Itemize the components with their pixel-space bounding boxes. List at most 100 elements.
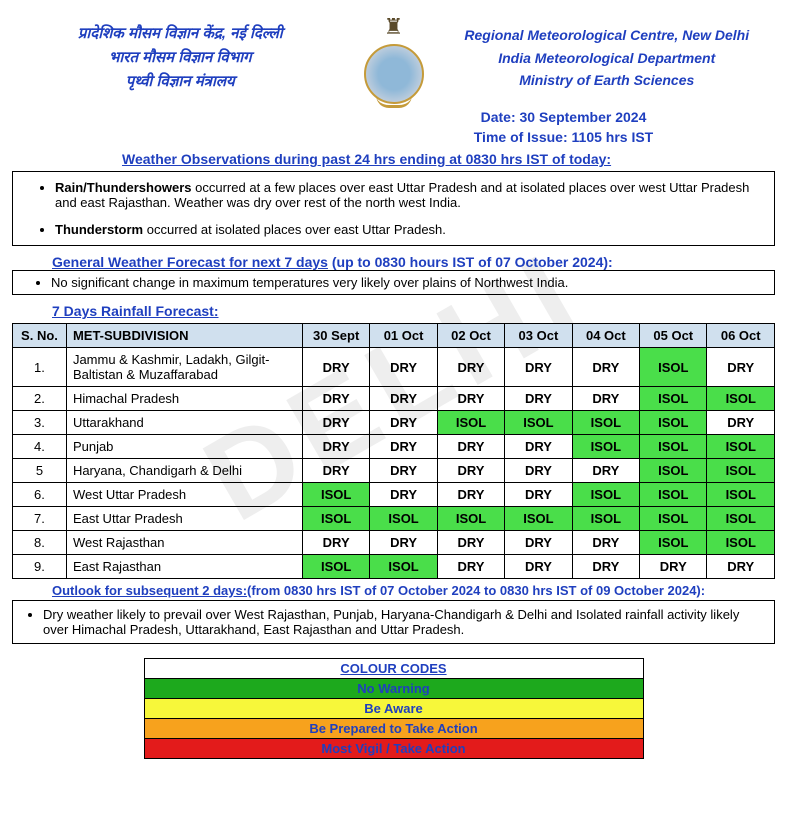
col-date: 06 Oct [707,324,775,348]
obs-item-2: Thunderstorm occurred at isolated places… [55,222,760,237]
cell-forecast: DRY [370,459,437,483]
time-line: Time of Issue: 1105 hrs IST [352,128,775,148]
cell-forecast: ISOL [640,483,707,507]
cell-forecast: DRY [505,387,572,411]
cell-forecast: ISOL [572,507,639,531]
cell-forecast: ISOL [640,435,707,459]
col-date: 05 Oct [640,324,707,348]
rainfall-forecast-title: 7 Days Rainfall Forecast: [52,303,775,319]
cell-forecast: DRY [302,531,369,555]
cell-forecast: ISOL [505,507,572,531]
cell-subdivision: Punjab [66,435,302,459]
cell-sno: 8. [13,531,67,555]
cell-subdivision: East Rajasthan [66,555,302,579]
cell-forecast: DRY [370,387,437,411]
cell-forecast: ISOL [707,459,775,483]
col-date: 02 Oct [437,324,504,348]
weather-obs-box: Rain/Thundershowers occurred at a few pl… [12,171,775,246]
emblem-block: ♜ [349,12,439,104]
hindi-line3: पृथ्वी विज्ञान मंत्रालय [12,70,349,94]
cell-sno: 3. [13,411,67,435]
cell-forecast: DRY [302,459,369,483]
cell-forecast: ISOL [707,435,775,459]
cell-subdivision: Himachal Pradesh [66,387,302,411]
colour-codes-title: COLOUR CODES [144,659,643,679]
cell-forecast: DRY [437,483,504,507]
cell-forecast: ISOL [640,507,707,531]
cell-forecast: DRY [302,411,369,435]
cell-forecast: DRY [370,531,437,555]
colour-code-row: Most Vigil / Take Action [144,739,643,759]
cell-forecast: ISOL [302,555,369,579]
date-block: Date: 30 September 2024 Time of Issue: 1… [352,108,775,147]
cell-forecast: ISOL [640,411,707,435]
col-subdivision: MET-SUBDIVISION [66,324,302,348]
cell-forecast: ISOL [640,531,707,555]
cell-forecast: DRY [505,459,572,483]
weather-obs-title: Weather Observations during past 24 hrs … [122,151,775,167]
col-date: 30 Sept [302,324,369,348]
cell-forecast: DRY [572,459,639,483]
table-row: 2.Himachal PradeshDRYDRYDRYDRYDRYISOLISO… [13,387,775,411]
obs-item-1-bold: Rain/Thundershowers [55,180,192,195]
cell-sno: 2. [13,387,67,411]
cell-forecast: ISOL [707,387,775,411]
outlook-text: Dry weather likely to prevail over West … [43,607,764,637]
cell-forecast: ISOL [640,348,707,387]
cell-forecast: ISOL [302,507,369,531]
colour-code-row: Be Aware [144,699,643,719]
table-row: 7.East Uttar PradeshISOLISOLISOLISOLISOL… [13,507,775,531]
header-row: प्रादेशिक मौसम विज्ञान केंद्र, नई दिल्ली… [12,12,775,104]
colour-codes-table: COLOUR CODES No WarningBe AwareBe Prepar… [144,658,644,759]
cell-forecast: ISOL [437,411,504,435]
cell-subdivision: West Uttar Pradesh [66,483,302,507]
cell-forecast: DRY [707,411,775,435]
cell-sno: 5 [13,459,67,483]
cell-forecast: ISOL [572,411,639,435]
outlook-title-row: Outlook for subsequent 2 days:(from 0830… [52,583,775,598]
general-forecast-box: No significant change in maximum tempera… [12,270,775,295]
cell-sno: 6. [13,483,67,507]
cell-forecast: ISOL [437,507,504,531]
table-row: 6.West Uttar PradeshISOLDRYDRYDRYISOLISO… [13,483,775,507]
general-forecast-item: No significant change in maximum tempera… [51,275,764,290]
ashoka-emblem-icon: ♜ [379,12,409,42]
cell-forecast: ISOL [640,459,707,483]
cell-forecast: DRY [370,483,437,507]
cell-forecast: ISOL [707,531,775,555]
obs-item-2-bold: Thunderstorm [55,222,143,237]
header-english: Regional Meteorological Centre, New Delh… [439,24,776,91]
obs-item-1: Rain/Thundershowers occurred at a few pl… [55,180,760,210]
header-hindi: प्रादेशिक मौसम विज्ञान केंद्र, नई दिल्ली… [12,22,349,94]
cell-forecast: DRY [505,348,572,387]
cell-forecast: ISOL [370,555,437,579]
col-sno: S. No. [13,324,67,348]
date-line: Date: 30 September 2024 [352,108,775,128]
general-forecast-paren: (up to 0830 hours IST of 07 October 2024… [328,254,613,270]
colour-code-row: Be Prepared to Take Action [144,719,643,739]
cell-subdivision: West Rajasthan [66,531,302,555]
col-date: 01 Oct [370,324,437,348]
table-row: 9.East RajasthanISOLISOLDRYDRYDRYDRYDRY [13,555,775,579]
cell-forecast: ISOL [707,483,775,507]
cell-sno: 7. [13,507,67,531]
cell-forecast: DRY [302,387,369,411]
cell-forecast: DRY [370,411,437,435]
col-date: 04 Oct [572,324,639,348]
eng-line1: Regional Meteorological Centre, New Delh… [439,24,776,46]
cell-subdivision: East Uttar Pradesh [66,507,302,531]
cell-forecast: DRY [640,555,707,579]
table-row: 1.Jammu & Kashmir, Ladakh, Gilgit-Baltis… [13,348,775,387]
cell-subdivision: Jammu & Kashmir, Ladakh, Gilgit-Baltista… [66,348,302,387]
outlook-box: Dry weather likely to prevail over West … [12,600,775,644]
cell-forecast: DRY [505,555,572,579]
cell-forecast: DRY [437,459,504,483]
cell-forecast: ISOL [707,507,775,531]
cell-forecast: ISOL [505,411,572,435]
cell-forecast: DRY [505,483,572,507]
cell-forecast: DRY [572,348,639,387]
cell-forecast: DRY [505,435,572,459]
cell-forecast: DRY [505,531,572,555]
cell-forecast: ISOL [370,507,437,531]
cell-forecast: DRY [707,348,775,387]
